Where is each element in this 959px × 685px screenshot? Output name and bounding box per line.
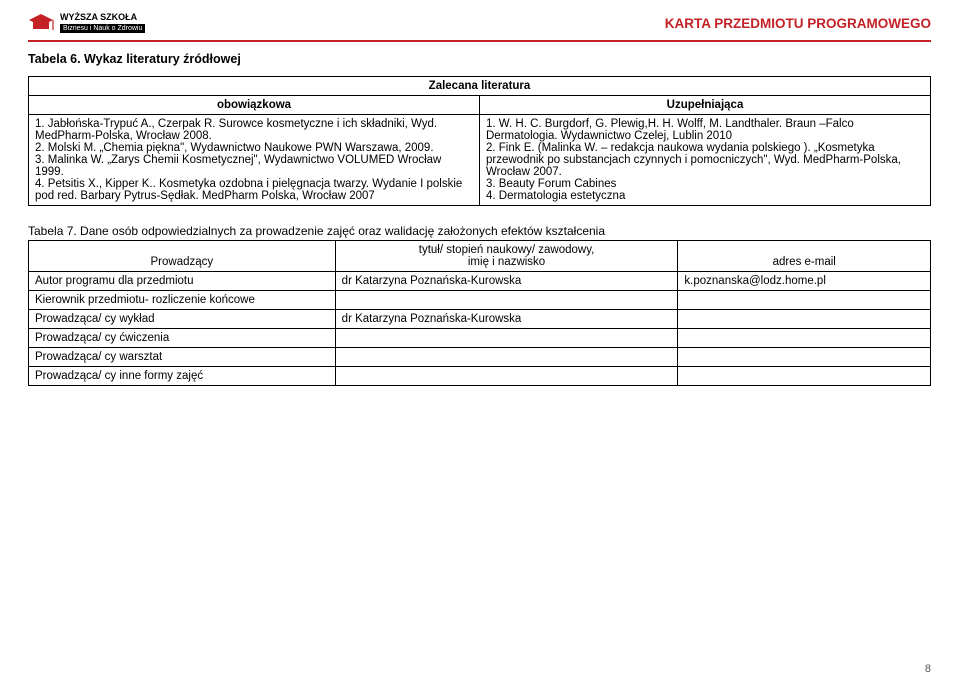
name-cell <box>335 329 678 348</box>
page-title: KARTA PRZEDMIOTU PROGRAMOWEGO <box>665 12 931 31</box>
role-cell: Prowadząca/ cy inne formy zajęć <box>29 367 336 386</box>
obl-item: 1. Jabłońska-Trypuć A., Czerpak R. Surow… <box>35 118 473 142</box>
page-number: 8 <box>925 663 931 675</box>
table6-caption: Tabela 6. Wykaz literatury źródłowej <box>28 52 931 66</box>
header-rule <box>28 40 931 42</box>
name-cell <box>335 348 678 367</box>
table6-col-uzu-head: Uzupełniająca <box>480 96 931 115</box>
logo-line1: WYŻSZA SZKOŁA <box>60 13 145 22</box>
logo-text-wrap: WYŻSZA SZKOŁA Biznesu i Nauk o Zdrowiu <box>60 13 145 32</box>
uzu-item: 2. Fink E. (Malinka W. – redakcja naukow… <box>486 142 924 178</box>
role-cell: Prowadząca/ cy ćwiczenia <box>29 329 336 348</box>
mortarboard-icon <box>28 12 54 34</box>
table7: Prowadzący tytuł/ stopień naukowy/ zawod… <box>28 240 931 386</box>
table-row: Autor programu dla przedmiotu dr Katarzy… <box>29 272 931 291</box>
name-cell <box>335 367 678 386</box>
email-cell: k.poznanska@lodz.home.pl <box>678 272 931 291</box>
email-cell <box>678 291 931 310</box>
table-row: Kierownik przedmiotu- rozliczenie końcow… <box>29 291 931 310</box>
name-cell: dr Katarzyna Poznańska-Kurowska <box>335 310 678 329</box>
role-cell: Prowadząca/ cy warsztat <box>29 348 336 367</box>
table7-head-tytul-top: tytuł/ stopień naukowy/ zawodowy, <box>419 244 595 256</box>
uzu-item: 3. Beauty Forum Cabines <box>486 178 924 190</box>
email-cell <box>678 310 931 329</box>
name-cell: dr Katarzyna Poznańska-Kurowska <box>335 272 678 291</box>
table7-head-email: adres e-mail <box>678 241 931 272</box>
table7-head-prow: Prowadzący <box>29 241 336 272</box>
obl-item: 3. Malinka W. „Zarys Chemii Kosmetycznej… <box>35 154 473 178</box>
uzu-item: 4. Dermatologia estetyczna <box>486 190 924 202</box>
table7-head-tytul-bot: imię i nazwisko <box>468 256 545 268</box>
logo-block: WYŻSZA SZKOŁA Biznesu i Nauk o Zdrowiu <box>28 12 145 34</box>
role-cell: Autor programu dla przedmiotu <box>29 272 336 291</box>
table-row: Prowadząca/ cy wykład dr Katarzyna Pozna… <box>29 310 931 329</box>
table-row: Prowadząca/ cy warsztat <box>29 348 931 367</box>
table-row: Prowadząca/ cy ćwiczenia <box>29 329 931 348</box>
obl-item: 2. Molski M. „Chemia piękna", Wydawnictw… <box>35 142 473 154</box>
page-header: WYŻSZA SZKOŁA Biznesu i Nauk o Zdrowiu K… <box>28 12 931 34</box>
email-cell <box>678 348 931 367</box>
table6-uzu-cell: 1. W. H. C. Burgdorf, G. Plewig,H. H. Wo… <box>480 115 931 206</box>
logo-line2: Biznesu i Nauk o Zdrowiu <box>60 24 145 33</box>
table6-col-obl-head: obowiązkowa <box>29 96 480 115</box>
table6-main-header: Zalecana literatura <box>29 77 931 96</box>
table6: Zalecana literatura obowiązkowa Uzupełni… <box>28 76 931 206</box>
table-row: Prowadząca/ cy inne formy zajęć <box>29 367 931 386</box>
obl-item: 4. Petsitis X., Kipper K.. Kosmetyka ozd… <box>35 178 473 202</box>
table7-caption: Tabela 7. Dane osób odpowiedzialnych za … <box>28 224 931 238</box>
email-cell <box>678 367 931 386</box>
role-cell: Kierownik przedmiotu- rozliczenie końcow… <box>29 291 336 310</box>
table6-obl-cell: 1. Jabłońska-Trypuć A., Czerpak R. Surow… <box>29 115 480 206</box>
name-cell <box>335 291 678 310</box>
email-cell <box>678 329 931 348</box>
table7-head-tytul: tytuł/ stopień naukowy/ zawodowy, imię i… <box>335 241 678 272</box>
role-cell: Prowadząca/ cy wykład <box>29 310 336 329</box>
uzu-item: 1. W. H. C. Burgdorf, G. Plewig,H. H. Wo… <box>486 118 924 142</box>
